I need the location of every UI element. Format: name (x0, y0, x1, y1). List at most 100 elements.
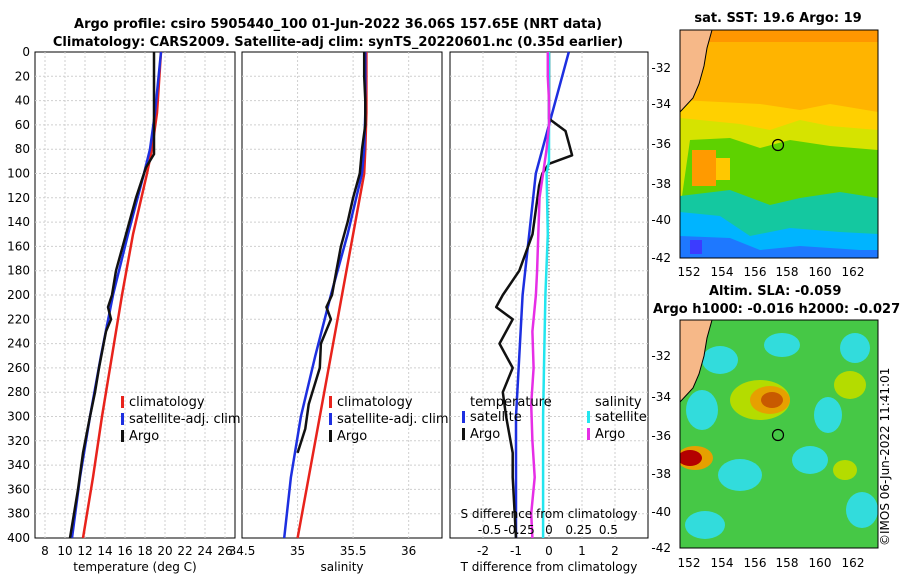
lon-tick-label: 162 (842, 265, 865, 279)
depth-tick-label: 260 (7, 361, 30, 375)
legend-temperature-title: temperature (470, 395, 552, 410)
depth-tick-label: 100 (7, 167, 30, 181)
legend-swatch-satellite (121, 413, 124, 425)
sla-anomaly (702, 346, 738, 374)
legend-swatch-climatology (329, 396, 332, 408)
depth-tick-label: 320 (7, 434, 30, 448)
x-tick-label: 12 (77, 544, 92, 558)
sst-map-frame (679, 29, 879, 259)
lon-tick-label: 152 (678, 265, 701, 279)
sla-lat-ticks: -32 -34 -36 -38 -40 -42 (651, 349, 671, 555)
lon-tick-label: 158 (776, 265, 799, 279)
legend-climatology: climatology (337, 395, 413, 410)
x-tick-label: 8 (41, 544, 49, 558)
difference-legend: temperature satellite Argo salinity sate… (462, 395, 647, 442)
s-tick-label: 0.5 (599, 523, 618, 537)
sst-patch (680, 30, 878, 42)
legend-swatch-satellite (329, 413, 332, 425)
lat-tick-label: -32 (651, 61, 671, 75)
sst-patch (680, 236, 878, 258)
x-tick-label: 16 (117, 544, 132, 558)
depth-tick-label: 280 (7, 385, 30, 399)
temperature-grid (35, 52, 235, 538)
lat-tick-label: -42 (651, 541, 671, 555)
x-tick-label: 36 (401, 544, 416, 558)
sst-map-title: sat. SST: 19.6 Argo: 19 (694, 11, 861, 26)
s-tick-label: 0.25 (565, 523, 592, 537)
sla-anomaly (685, 511, 725, 539)
temperature-xlabel: temperature (deg C) (73, 560, 196, 574)
legend-argo: Argo (337, 429, 367, 444)
coastline-land (680, 320, 713, 403)
depth-tick-label: 140 (7, 215, 30, 229)
sla-map-frame (679, 319, 879, 549)
x-tick-label: 1 (578, 544, 586, 558)
s-diff-satellite-line (541, 52, 551, 538)
legend-swatch-s-satellite (587, 411, 590, 423)
depth-tick-label: 400 (7, 531, 30, 545)
title-line-2: Climatology: CARS2009. Satellite-adj cli… (53, 35, 623, 50)
x-tick-label: 2 (611, 544, 619, 558)
sla-anomaly (761, 392, 783, 408)
legend-argo: Argo (129, 429, 159, 444)
s-difference-tick-labels: -0.5 -0.25 0 0.25 0.5 (478, 523, 618, 537)
s-tick-label: -0.25 (504, 523, 535, 537)
lon-tick-label: 152 (678, 556, 701, 570)
depth-tick-labels: 0 20 40 60 80 100 120 140 160 180 200 220 240 260 280 3… (7, 45, 30, 545)
legend-swatch-t-satellite (462, 411, 465, 423)
t-diff-argo-line (494, 52, 574, 539)
salinity-lines (282, 52, 368, 539)
sla-anomaly (840, 333, 870, 363)
sla-anomaly (680, 450, 702, 466)
legend-s-argo: Argo (595, 427, 625, 442)
sla-lon-ticks: 152 154 156 158 160 162 (678, 556, 865, 570)
x-tick-label: -1 (510, 544, 522, 558)
x-tick-label: 18 (137, 544, 152, 558)
legend-t-argo: Argo (470, 427, 500, 442)
sla-field (680, 320, 878, 548)
lon-tick-label: 156 (744, 556, 767, 570)
x-tick-label: 20 (157, 544, 172, 558)
t-difference-tick-labels: -2 -1 0 1 2 (477, 544, 619, 558)
salinity-xlabel: salinity (320, 560, 363, 574)
x-tick-label: 0 (545, 544, 553, 558)
depth-tick-label: 60 (15, 118, 30, 132)
lon-tick-label: 154 (711, 556, 734, 570)
depth-tick-label: 220 (7, 312, 30, 326)
lon-tick-label: 162 (842, 556, 865, 570)
depth-tick-label: 200 (7, 288, 30, 302)
sla-map: Altim. SLA: -0.059 Argo h1000: -0.016 h2… (651, 284, 900, 570)
depth-tick-label: 160 (7, 239, 30, 253)
temperature-panel: 0 20 40 60 80 100 120 140 160 180 200 220 240 260 280 3… (7, 45, 241, 574)
temperature-legend: climatology satellite-adj. clim Argo (121, 395, 241, 444)
salinity-tick-labels: 34.5 35 35.5 36 (229, 544, 417, 558)
depth-tick-label: 0 (22, 45, 30, 59)
difference-lines (494, 51, 574, 539)
sst-lat-ticks: -32 -34 -36 -38 -40 -42 (651, 61, 671, 265)
lat-tick-label: -40 (651, 505, 671, 519)
sla-map-subtitle: Argo h1000: -0.016 h2000: -0.027 (653, 302, 900, 317)
s-difference-label: S difference from climatology (461, 507, 638, 521)
sla-map-title: Altim. SLA: -0.059 (709, 284, 841, 299)
sst-field (680, 30, 878, 258)
lon-tick-label: 160 (809, 265, 832, 279)
legend-satellite: satellite-adj. clim (129, 412, 241, 427)
s-tick-label: 0 (545, 523, 553, 537)
lat-tick-label: -38 (651, 177, 671, 191)
depth-tick-label: 300 (7, 410, 30, 424)
legend-t-satellite: satellite (470, 410, 522, 425)
depth-tick-label: 80 (15, 142, 30, 156)
sla-anomaly (718, 459, 762, 491)
depth-tick-label: 20 (15, 69, 30, 83)
x-tick-label: 34.5 (229, 544, 256, 558)
sla-anomaly (792, 446, 828, 474)
lon-tick-label: 156 (744, 265, 767, 279)
legend-satellite: satellite-adj. clim (337, 412, 449, 427)
x-tick-label: 24 (197, 544, 212, 558)
sla-anomaly (833, 460, 857, 480)
legend-salinity-title: salinity (595, 395, 642, 410)
legend-swatch-argo (329, 430, 332, 442)
argo-line (68, 52, 156, 539)
lon-tick-label: 154 (711, 265, 734, 279)
